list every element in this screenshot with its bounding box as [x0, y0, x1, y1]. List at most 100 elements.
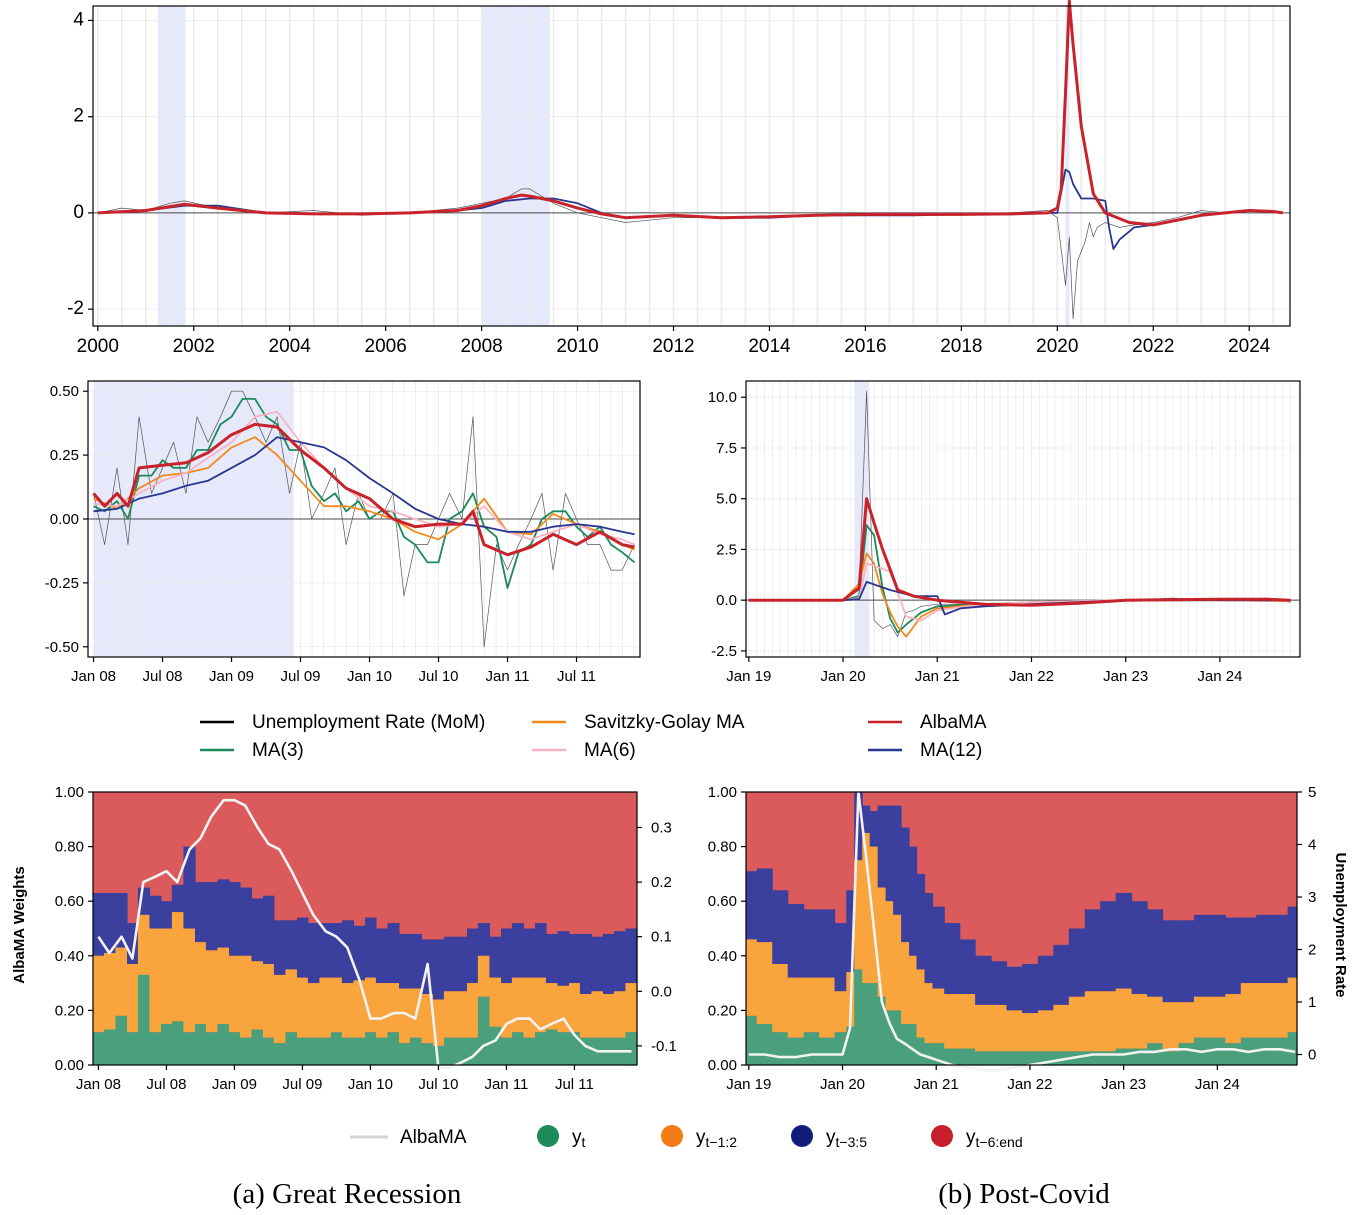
x-tick-label: Jan 09 [209, 668, 254, 685]
albama-overlay-line [748, 790, 1296, 1072]
weight-bar-y-t-3-5 [1178, 920, 1195, 1003]
weight-bar-y-t-1-2 [251, 961, 264, 1030]
weight-bar-y-t [991, 1051, 1008, 1065]
weight-bar-y-t [569, 1032, 581, 1065]
weight-bar-y-t-3-5 [1225, 917, 1242, 995]
weight-bar-y-t [285, 1032, 298, 1065]
weight-bar-y-t-1-2 [869, 846, 879, 984]
y-tick-label: 0.60 [708, 893, 737, 910]
y2-tick-label: 4 [1308, 837, 1316, 854]
weight-bar-y-t [772, 1032, 789, 1065]
weight-bar-y-t [1021, 1051, 1039, 1065]
y2-tick-label: 0.0 [651, 983, 672, 1000]
post-covid-series-chart: Jan 19 Jan 20 Jan 21 Jan 22 Jan 23 Jan 24 -2.5… [708, 380, 1301, 685]
weight-bar-y-t-1-2 [1162, 1002, 1180, 1052]
weight-bar-y-t-1-2 [746, 939, 758, 1016]
weight-bar-y-t-3-5 [217, 879, 230, 948]
weight-bar-y-t-3-5 [1115, 893, 1133, 989]
weight-bar-y-t-3-5 [613, 931, 627, 992]
weight-bar-y-t-1-2 [772, 963, 789, 1033]
weight-bar-y-t-3-5 [375, 928, 389, 984]
x-tick-label: Jan 21 [915, 668, 960, 685]
x-tick-label: Jan 19 [726, 1076, 771, 1093]
weight-bar-y-t-1-2 [862, 832, 871, 984]
weight-bar-y-t-3-5 [1193, 914, 1210, 997]
weight-bar-y-t-1-2 [1006, 1010, 1023, 1052]
weight-bar-y-t-1-2 [93, 955, 105, 1033]
weight-bar-y-t-1-2 [975, 1004, 992, 1052]
weight-bar-y-t-3-5 [251, 898, 264, 962]
weight-bar-y-t-1-2 [1100, 991, 1117, 1052]
recession-band [481, 6, 550, 326]
weight-bar-y-t-3-5 [477, 923, 491, 956]
weight-bar-y-t-1-2 [239, 955, 253, 1038]
weight-bar-y-t-1-2 [545, 983, 559, 1030]
x-tick-label: 2008 [460, 336, 502, 357]
weight-bar-y-t [1115, 1048, 1133, 1065]
weight-bar-y-t-3-5 [787, 903, 805, 978]
weight-bar-y-t-1-2 [467, 983, 479, 1038]
weight-bar-y-t [746, 1015, 758, 1065]
weight-bar-y-t [1272, 1037, 1289, 1065]
weight-bar-y-t [239, 1037, 253, 1065]
weight-bar-y-t-3-5 [195, 882, 207, 943]
legend-label-albama: AlbaMA [400, 1127, 467, 1148]
weight-bar-y-t-3-5 [1147, 909, 1164, 997]
y-tick-label: 1.00 [708, 784, 737, 801]
weight-bar-y-t-3-5 [285, 920, 298, 970]
legend-label-albama: AlbaMA [920, 712, 987, 733]
x-tick-label: 2004 [269, 336, 312, 357]
weight-bar-y-t-3-5 [319, 923, 332, 978]
weight-bar-y-t [869, 983, 879, 1065]
weight-bar-y-t-3-5 [756, 868, 773, 943]
x-tick-label: Jul 11 [555, 1076, 594, 1093]
weight-bar-y-t-1-2 [205, 950, 219, 1033]
series-line-ma12 [93, 436, 635, 536]
weight-bar-y-t-1-2 [932, 988, 945, 1044]
weight-bar-y-t-1-2 [591, 991, 604, 1038]
x-tick-label: Jan 10 [347, 668, 392, 685]
y-tick-label: 0.40 [55, 948, 84, 965]
weight-bar-y-t [846, 1026, 855, 1065]
weight-bar-y-t [625, 1032, 638, 1065]
x-tick-label: Jan 10 [348, 1076, 393, 1093]
weight-bar-y-t-1-2 [137, 914, 151, 975]
y2-tick-label: 3 [1308, 889, 1316, 906]
weight-bar-y-t-1-2 [443, 991, 457, 1038]
weight-bar-y-t-3-5 [523, 928, 536, 978]
x-tick-label: Jan 24 [1195, 1076, 1240, 1093]
weight-bar-y-t-3-5 [862, 805, 871, 833]
weight-bar-y-t [1006, 1051, 1023, 1065]
weight-bar-y-t-3-5 [149, 895, 162, 929]
y2-tick-label: 0 [1308, 1047, 1316, 1064]
weight-bar-y-t [115, 1015, 128, 1065]
weight-bar-y-t-1-2 [477, 955, 491, 997]
weight-bar-y-t [297, 1037, 309, 1065]
weight-bar-y-t-1-2 [103, 953, 117, 1030]
weight-bar-y-t-1-2 [613, 991, 627, 1038]
weight-bar-y-t [341, 1037, 355, 1065]
weight-bar-y-t-3-5 [1037, 955, 1054, 1011]
great-recession-weights-chart: Jan 08 Jul 08 Jan 09 Jul 09 Jan 10 Jul 10 Jan … [55, 784, 677, 1093]
weight-bar-y-t-1-2 [161, 928, 173, 1025]
weight-bar-y-t-3-5 [455, 936, 468, 992]
weight-bar-y-t [161, 1024, 173, 1065]
y-tick-label: 2 [73, 106, 84, 127]
weight-bar-y-t-1-2 [217, 947, 230, 1025]
weight-bar-y-t-1-2 [901, 942, 910, 1025]
great-recession-series-chart: Jan 08 Jul 08 Jan 09 Jul 09 Jan 10 Jul 10 Jan … [45, 380, 641, 685]
weights-legend: AlbaMA yt yt−1:2 yt−3:5 yt−6:end [350, 1125, 1023, 1150]
weight-bar-y-t-3-5 [365, 917, 377, 978]
weight-bar-y-t-3-5 [1272, 914, 1289, 984]
weight-bar-y-t-1-2 [1053, 1004, 1070, 1052]
weight-bar-y-t [421, 1043, 434, 1065]
weight-bar-y-t [443, 1037, 457, 1065]
weight-bar-y-t-1-2 [909, 955, 918, 1025]
caption-great-recession: (a) Great Recession [233, 1178, 462, 1210]
weight-bar-y-t-1-2 [603, 994, 615, 1038]
weight-bar-y-t-1-2 [127, 963, 139, 1033]
weight-bar-y-t [944, 1048, 961, 1065]
legend-label-ma3: MA(3) [252, 740, 304, 761]
weight-bar-y-t-3-5 [353, 925, 366, 981]
x-tick-label: Jan 11 [486, 668, 530, 685]
